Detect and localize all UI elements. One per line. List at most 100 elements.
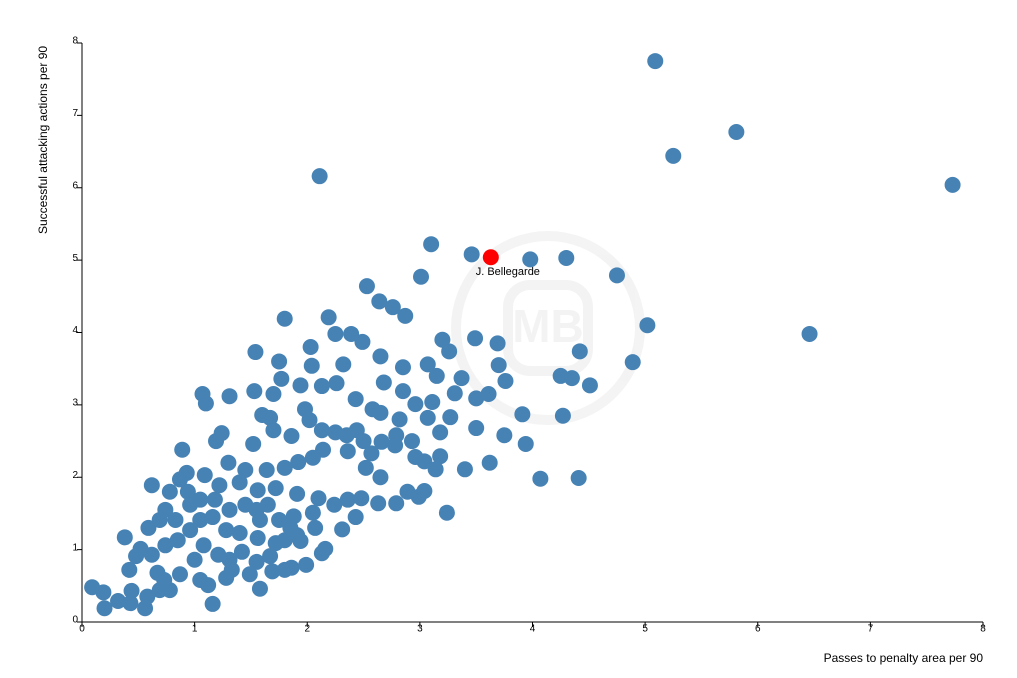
point [251,580,268,597]
point [532,470,549,487]
y-tick-label: 8 [72,36,78,47]
point [468,390,485,407]
point [339,491,356,508]
point [247,344,264,361]
point [371,293,388,310]
point [497,372,514,389]
point [204,509,221,526]
point [122,595,139,612]
point [200,577,217,594]
point [276,310,293,327]
point [276,532,293,549]
point [489,335,506,352]
point [161,483,178,500]
point [292,377,309,394]
point [206,491,223,508]
x-tick-label: 7 [868,624,874,635]
point [220,454,237,471]
point [195,537,212,554]
point [413,268,430,285]
point [313,422,330,439]
point [357,459,374,476]
point [334,521,351,538]
point [624,354,641,371]
point [123,582,140,599]
point [182,522,199,539]
point [432,424,449,441]
point [353,490,370,507]
point [271,511,288,528]
point [302,338,319,355]
watermark-text: MB [512,300,584,352]
point [161,582,178,599]
point [171,471,188,488]
point [143,546,160,563]
point [95,584,112,601]
y-tick-label: 7 [72,108,78,119]
point [231,474,248,491]
point [571,343,588,360]
point [468,420,485,437]
point [271,353,288,370]
x-tick-label: 0 [79,624,85,635]
point [96,600,113,617]
point [233,543,250,560]
point [496,427,513,444]
x-tick-label: 4 [530,624,536,635]
point [179,483,196,500]
y-tick-label: 1 [72,542,78,553]
point [304,504,321,521]
point [355,433,372,450]
point [310,490,327,507]
point [304,449,321,466]
point [182,496,199,513]
point [128,548,145,565]
point [283,427,300,444]
point [249,530,266,547]
point [218,522,235,539]
point [221,501,238,518]
point [427,461,444,478]
point [151,511,168,528]
point [139,588,156,605]
point [358,278,375,295]
point [343,325,360,342]
point [480,386,497,403]
point [490,357,507,374]
point [410,488,427,505]
point [221,388,238,405]
point [517,435,534,452]
point [298,556,315,573]
point [327,325,344,342]
point [262,409,279,426]
y-tick-label: 5 [72,253,78,264]
point [143,477,160,494]
point [463,246,480,263]
point [157,537,174,554]
point [174,441,191,458]
point [265,386,282,403]
point [282,519,299,536]
x-axis-label: Passes to penalty area per 90 [824,651,984,665]
point [301,412,318,429]
point [347,391,364,408]
point [514,406,531,423]
point [665,147,682,164]
x-tick-label: 3 [417,624,423,635]
point [110,593,127,610]
point [441,343,458,360]
point [428,367,445,384]
x-tick-label: 1 [192,624,198,635]
point [442,409,459,426]
point [223,561,240,578]
x-tick-label: 2 [304,624,310,635]
point [354,333,371,350]
point [140,519,157,536]
y-tick-label: 0 [72,615,78,626]
point [416,453,433,470]
point [149,564,166,581]
point [397,307,414,324]
y-tick-label: 3 [72,398,78,409]
point [467,330,484,347]
